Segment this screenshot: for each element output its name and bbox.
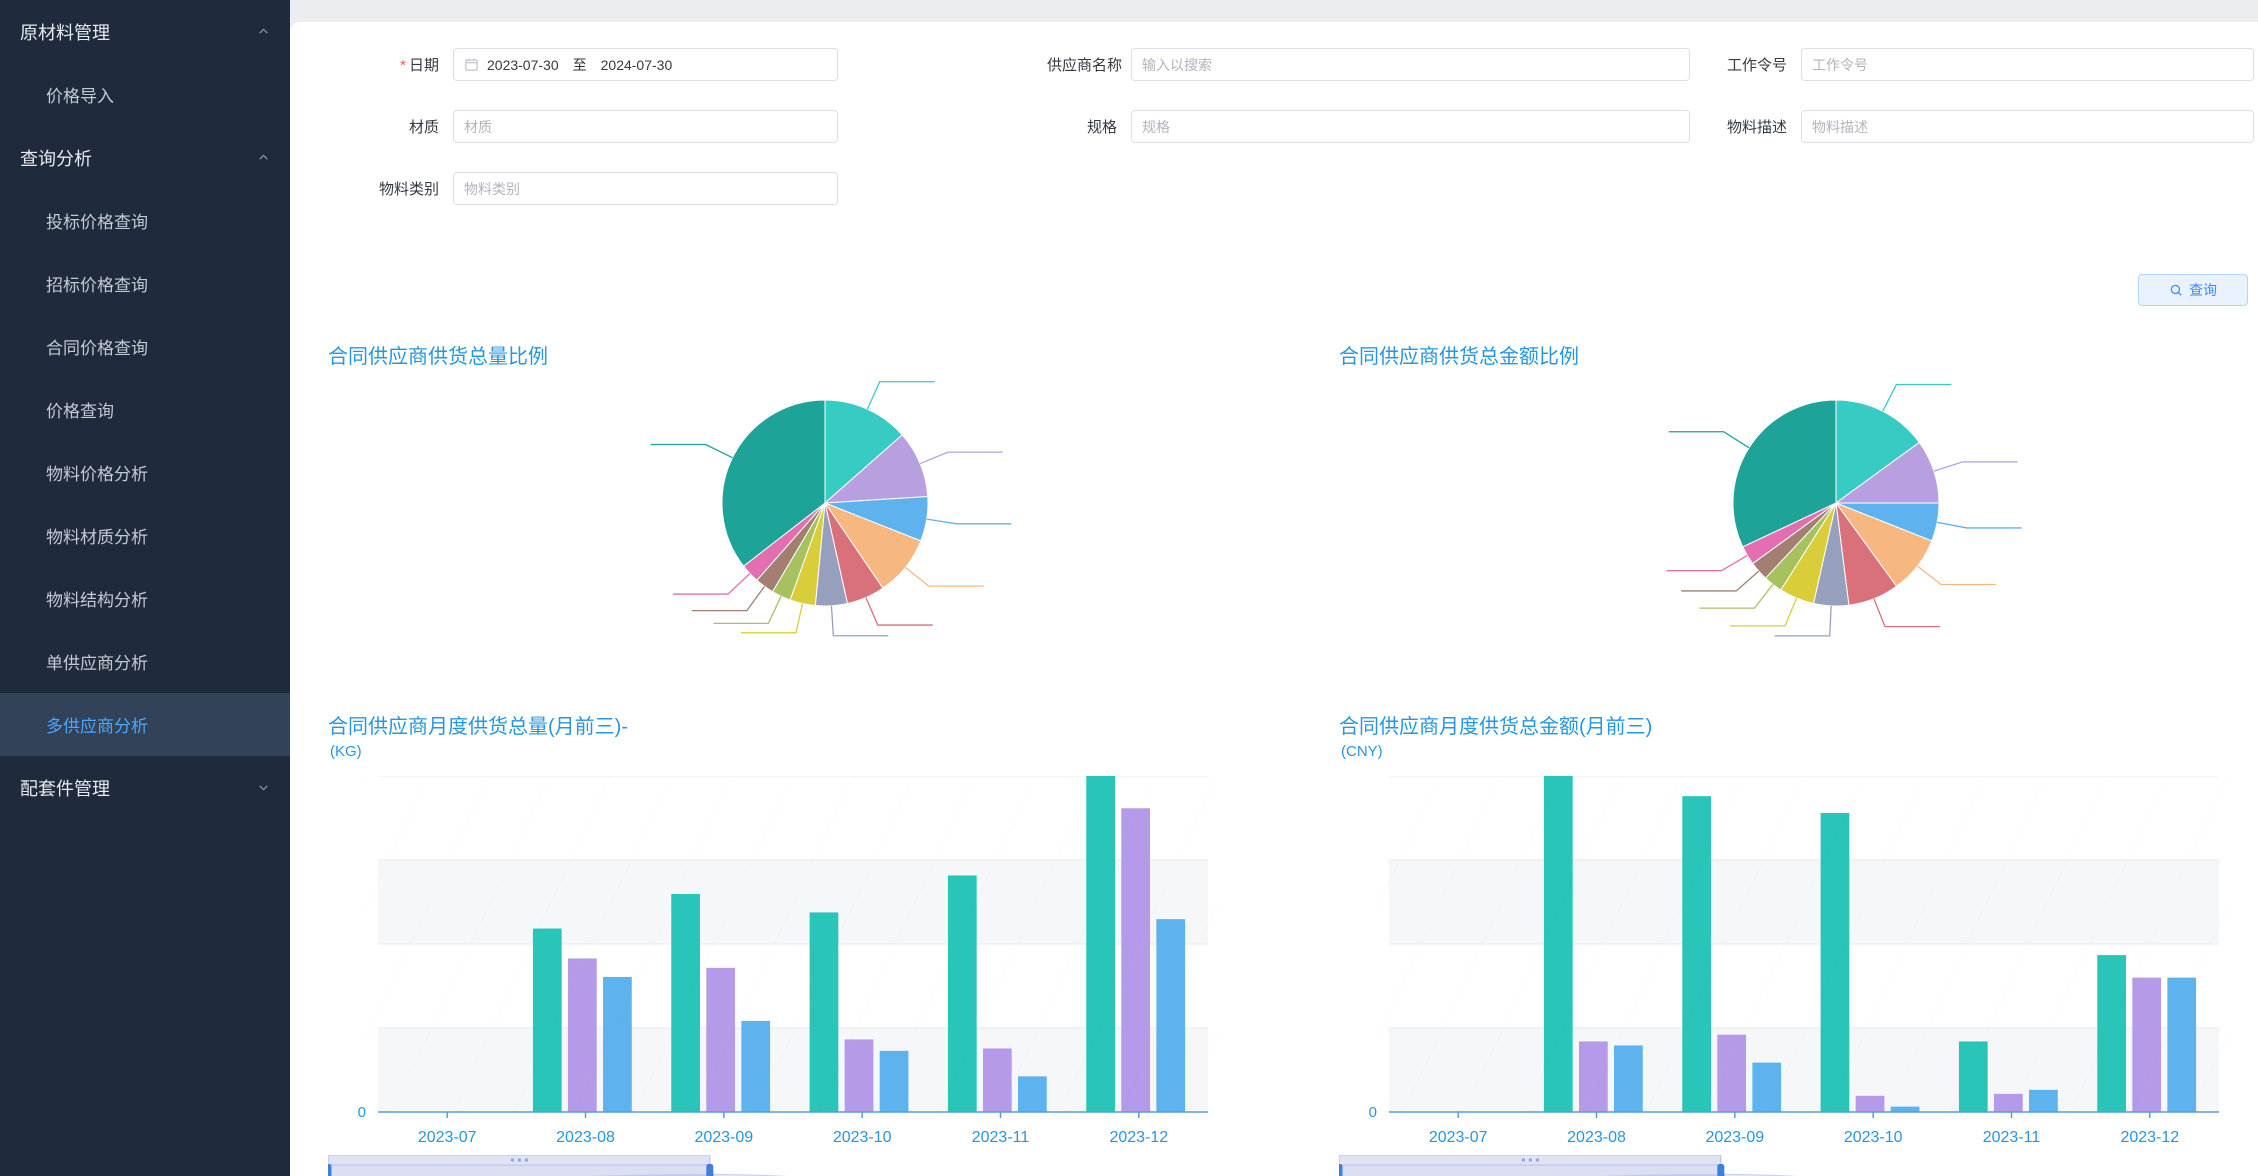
svg-text:2023-11: 2023-11 — [1983, 1129, 2041, 1146]
svg-text:2023-10: 2023-10 — [1844, 1129, 1903, 1146]
svg-text:2023-10: 2023-10 — [833, 1129, 892, 1146]
svg-text:2023-08: 2023-08 — [1567, 1129, 1626, 1146]
svg-text:2023-11: 2023-11 — [972, 1129, 1030, 1146]
svg-text:0: 0 — [1369, 1104, 1377, 1121]
svg-text:2023-08: 2023-08 — [556, 1129, 615, 1146]
svg-text:2023-12: 2023-12 — [2120, 1129, 2179, 1146]
svg-text:2023-07: 2023-07 — [1429, 1129, 1488, 1146]
svg-text:2023-12: 2023-12 — [1109, 1129, 1168, 1146]
svg-text:2023-07: 2023-07 — [418, 1129, 477, 1146]
svg-text:0: 0 — [358, 1104, 366, 1121]
svg-text:2023-09: 2023-09 — [694, 1129, 753, 1146]
svg-text:2023-09: 2023-09 — [1705, 1129, 1764, 1146]
